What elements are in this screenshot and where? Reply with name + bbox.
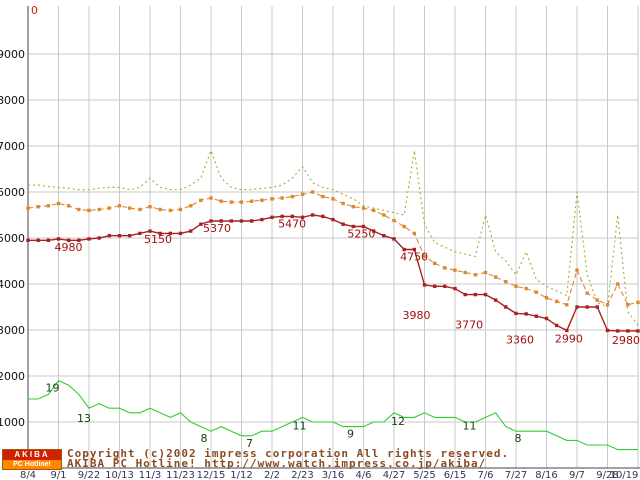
svg-text:12/15: 12/15 bbox=[197, 470, 226, 480]
svg-text:6000: 6000 bbox=[0, 186, 25, 199]
copyright-block: Copyright (c)2002 impress corporation Al… bbox=[67, 447, 510, 470]
y-axis-labels: 1000 2000 3000 4000 5000 6000 7000 8000 9000 bbox=[0, 48, 25, 429]
svg-text:4/27: 4/27 bbox=[383, 470, 405, 480]
logo-pc-hotline-text: PC Hotline! bbox=[3, 460, 61, 469]
svg-text:3000: 3000 bbox=[0, 324, 25, 337]
svg-text:3980: 3980 bbox=[403, 309, 431, 322]
svg-text:9000: 9000 bbox=[0, 48, 25, 61]
svg-text:4980: 4980 bbox=[55, 241, 83, 254]
shop-count-labels: 19 13 8 7 11 9 12 11 8 bbox=[46, 382, 522, 450]
svg-text:11/3: 11/3 bbox=[139, 470, 161, 480]
series-shop-count bbox=[28, 379, 638, 451]
svg-text:7/6: 7/6 bbox=[477, 470, 493, 480]
svg-text:4/6: 4/6 bbox=[355, 470, 371, 480]
svg-text:8000: 8000 bbox=[0, 94, 25, 107]
top-left-zero-label: 0 bbox=[31, 4, 38, 17]
svg-text:5150: 5150 bbox=[144, 233, 172, 246]
svg-text:7: 7 bbox=[246, 437, 253, 450]
gridlines bbox=[27, 6, 639, 468]
svg-text:2/23: 2/23 bbox=[291, 470, 313, 480]
svg-text:11: 11 bbox=[463, 419, 477, 432]
svg-text:11: 11 bbox=[293, 419, 307, 432]
svg-text:8: 8 bbox=[201, 432, 208, 445]
svg-text:4000: 4000 bbox=[0, 278, 25, 291]
svg-text:3360: 3360 bbox=[506, 333, 534, 346]
svg-text:2990: 2990 bbox=[555, 332, 583, 345]
series-avg-price bbox=[26, 190, 640, 307]
svg-text:7/27: 7/27 bbox=[505, 470, 527, 480]
axes bbox=[27, 6, 640, 469]
svg-text:12: 12 bbox=[391, 415, 405, 428]
svg-text:13: 13 bbox=[77, 412, 91, 425]
svg-text:9/22: 9/22 bbox=[78, 470, 100, 480]
svg-text:9/28: 9/28 bbox=[596, 470, 618, 480]
svg-text:5250: 5250 bbox=[347, 228, 375, 241]
svg-text:2/2: 2/2 bbox=[264, 470, 280, 480]
x-axis-labels: 8/4 9/1 9/22 10/13 11/3 11/23 12/15 1/12 2/2 2/23… bbox=[20, 470, 638, 480]
svg-text:1000: 1000 bbox=[0, 416, 25, 429]
series-max-price bbox=[28, 149, 639, 326]
svg-text:5000: 5000 bbox=[0, 232, 25, 245]
series-min-price bbox=[26, 213, 640, 333]
akiba-pc-hotline-logo: AKIBA PC Hotline! bbox=[2, 449, 62, 470]
svg-text:5470: 5470 bbox=[278, 217, 306, 230]
svg-text:8: 8 bbox=[515, 432, 522, 445]
logo-akiba-text: AKIBA bbox=[3, 450, 61, 460]
svg-text:6/15: 6/15 bbox=[444, 470, 466, 480]
svg-text:2000: 2000 bbox=[0, 370, 25, 383]
svg-text:2980: 2980 bbox=[612, 334, 640, 347]
svg-text:9/7: 9/7 bbox=[569, 470, 585, 480]
svg-text:10/13: 10/13 bbox=[105, 470, 134, 480]
svg-text:10/19: 10/19 bbox=[610, 470, 639, 480]
svg-text:8/16: 8/16 bbox=[535, 470, 557, 480]
svg-text:7000: 7000 bbox=[0, 140, 25, 153]
svg-text:9: 9 bbox=[347, 428, 354, 441]
svg-text:8/4: 8/4 bbox=[20, 470, 36, 480]
svg-text:19: 19 bbox=[46, 382, 60, 395]
svg-text:9/1: 9/1 bbox=[50, 470, 66, 480]
copyright-line: Copyright (c)2002 impress corporation Al… bbox=[67, 447, 510, 460]
svg-text:3/16: 3/16 bbox=[322, 470, 344, 480]
site-url-line: AKIBA PC Hotline! http://www.watch.impre… bbox=[67, 457, 487, 470]
svg-text:3770: 3770 bbox=[455, 319, 483, 332]
svg-text:4750: 4750 bbox=[400, 251, 428, 264]
branding-bar: AKIBA PC Hotline! Copyright (c)2002 impr… bbox=[2, 447, 510, 470]
price-point-labels: 4980 5150 5370 5470 5250 4750 3980 3770 3360 2990… bbox=[55, 217, 640, 347]
svg-text:11/23: 11/23 bbox=[166, 470, 195, 480]
svg-text:5370: 5370 bbox=[203, 222, 231, 235]
svg-text:5/25: 5/25 bbox=[413, 470, 435, 480]
svg-text:1/12: 1/12 bbox=[230, 470, 252, 480]
